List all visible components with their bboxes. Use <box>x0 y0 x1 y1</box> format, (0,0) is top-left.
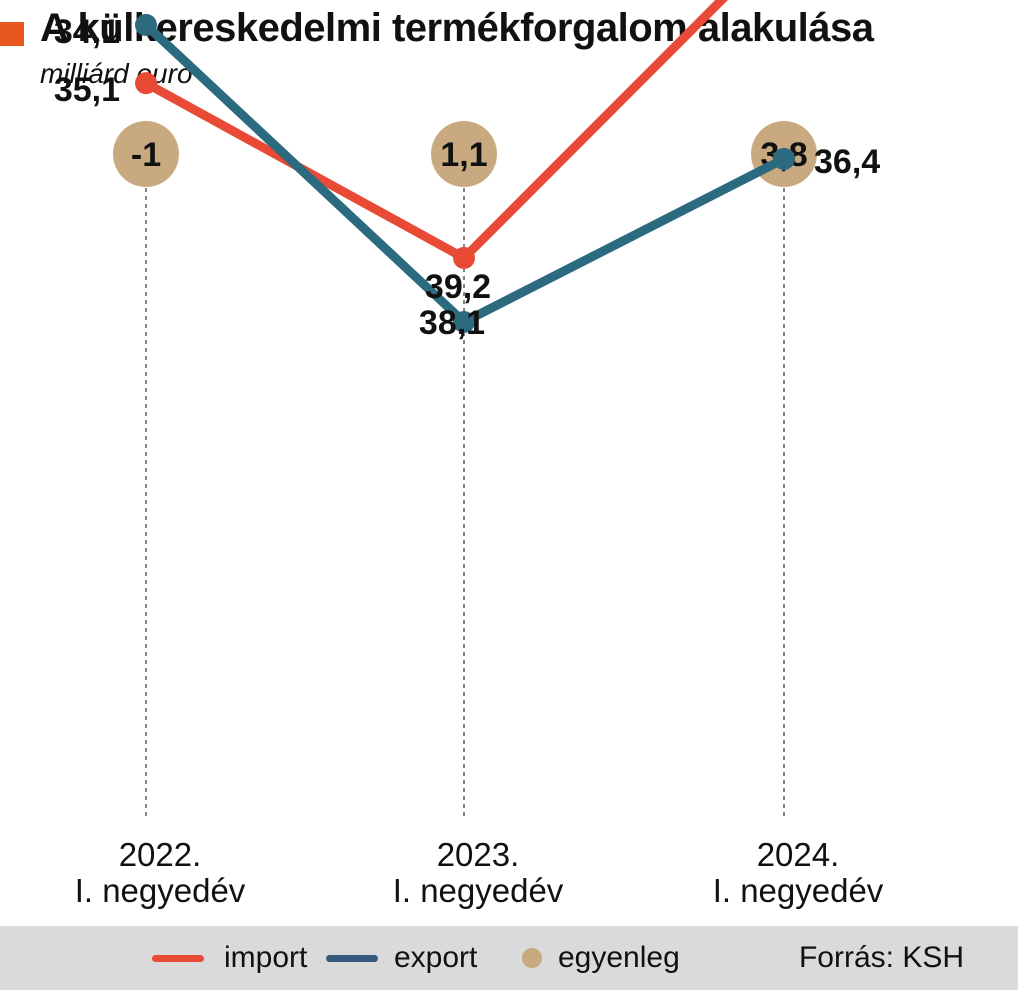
legend-item-egyenleg: egyenleg <box>522 926 680 990</box>
x-tick-label-1: 2022. I. negyedév <box>75 836 246 909</box>
data-label-export-1: 34,1 <box>54 13 120 51</box>
legend-label-egyenleg: egyenleg <box>558 941 680 974</box>
legend-swatch-export <box>326 954 378 962</box>
data-label-import-1: 35,1 <box>54 71 120 109</box>
point-export-3 <box>773 147 795 170</box>
balance-circle-1 <box>113 121 179 187</box>
legend-label-export: export <box>394 941 478 974</box>
legend-label-import: import <box>224 941 308 974</box>
balance-label-2: 1,1 <box>440 136 487 174</box>
source-note: Forrás: KSH <box>798 941 964 974</box>
point-import-2 <box>453 246 475 269</box>
legend-bar: import export egyenleg Forrás: KSH <box>0 926 1018 990</box>
chart-title: A külkereskedelmi termékforgalom alakulá… <box>40 6 874 50</box>
x-tick-label-3: 2024. I. negyedév <box>713 836 884 909</box>
point-import-1 <box>135 72 157 95</box>
legend-item-export: export <box>326 926 477 990</box>
legend-item-import: import <box>152 926 307 990</box>
point-export-1 <box>135 13 157 36</box>
data-label-import-2: 38,1 <box>419 304 485 342</box>
line-chart: -11,13,835,138,132,634,139,236,42022.I. … <box>54 0 884 909</box>
x-tick-label-2: 2023. I. negyedév <box>393 836 564 909</box>
data-label-export-3: 36,4 <box>814 143 880 181</box>
data-label-export-2: 39,2 <box>425 268 491 306</box>
balance-label-1: -1 <box>131 136 161 174</box>
chart-header: A külkereskedelmi termékforgalom alakulá… <box>0 0 1018 100</box>
title-accent-square <box>0 22 24 46</box>
chart-subtitle: milliárd euró <box>40 58 193 89</box>
balance-circle-2 <box>431 121 497 187</box>
legend-swatch-egyenleg <box>522 948 542 968</box>
legend-swatch-import <box>152 954 204 962</box>
point-export-2 <box>453 311 475 333</box>
